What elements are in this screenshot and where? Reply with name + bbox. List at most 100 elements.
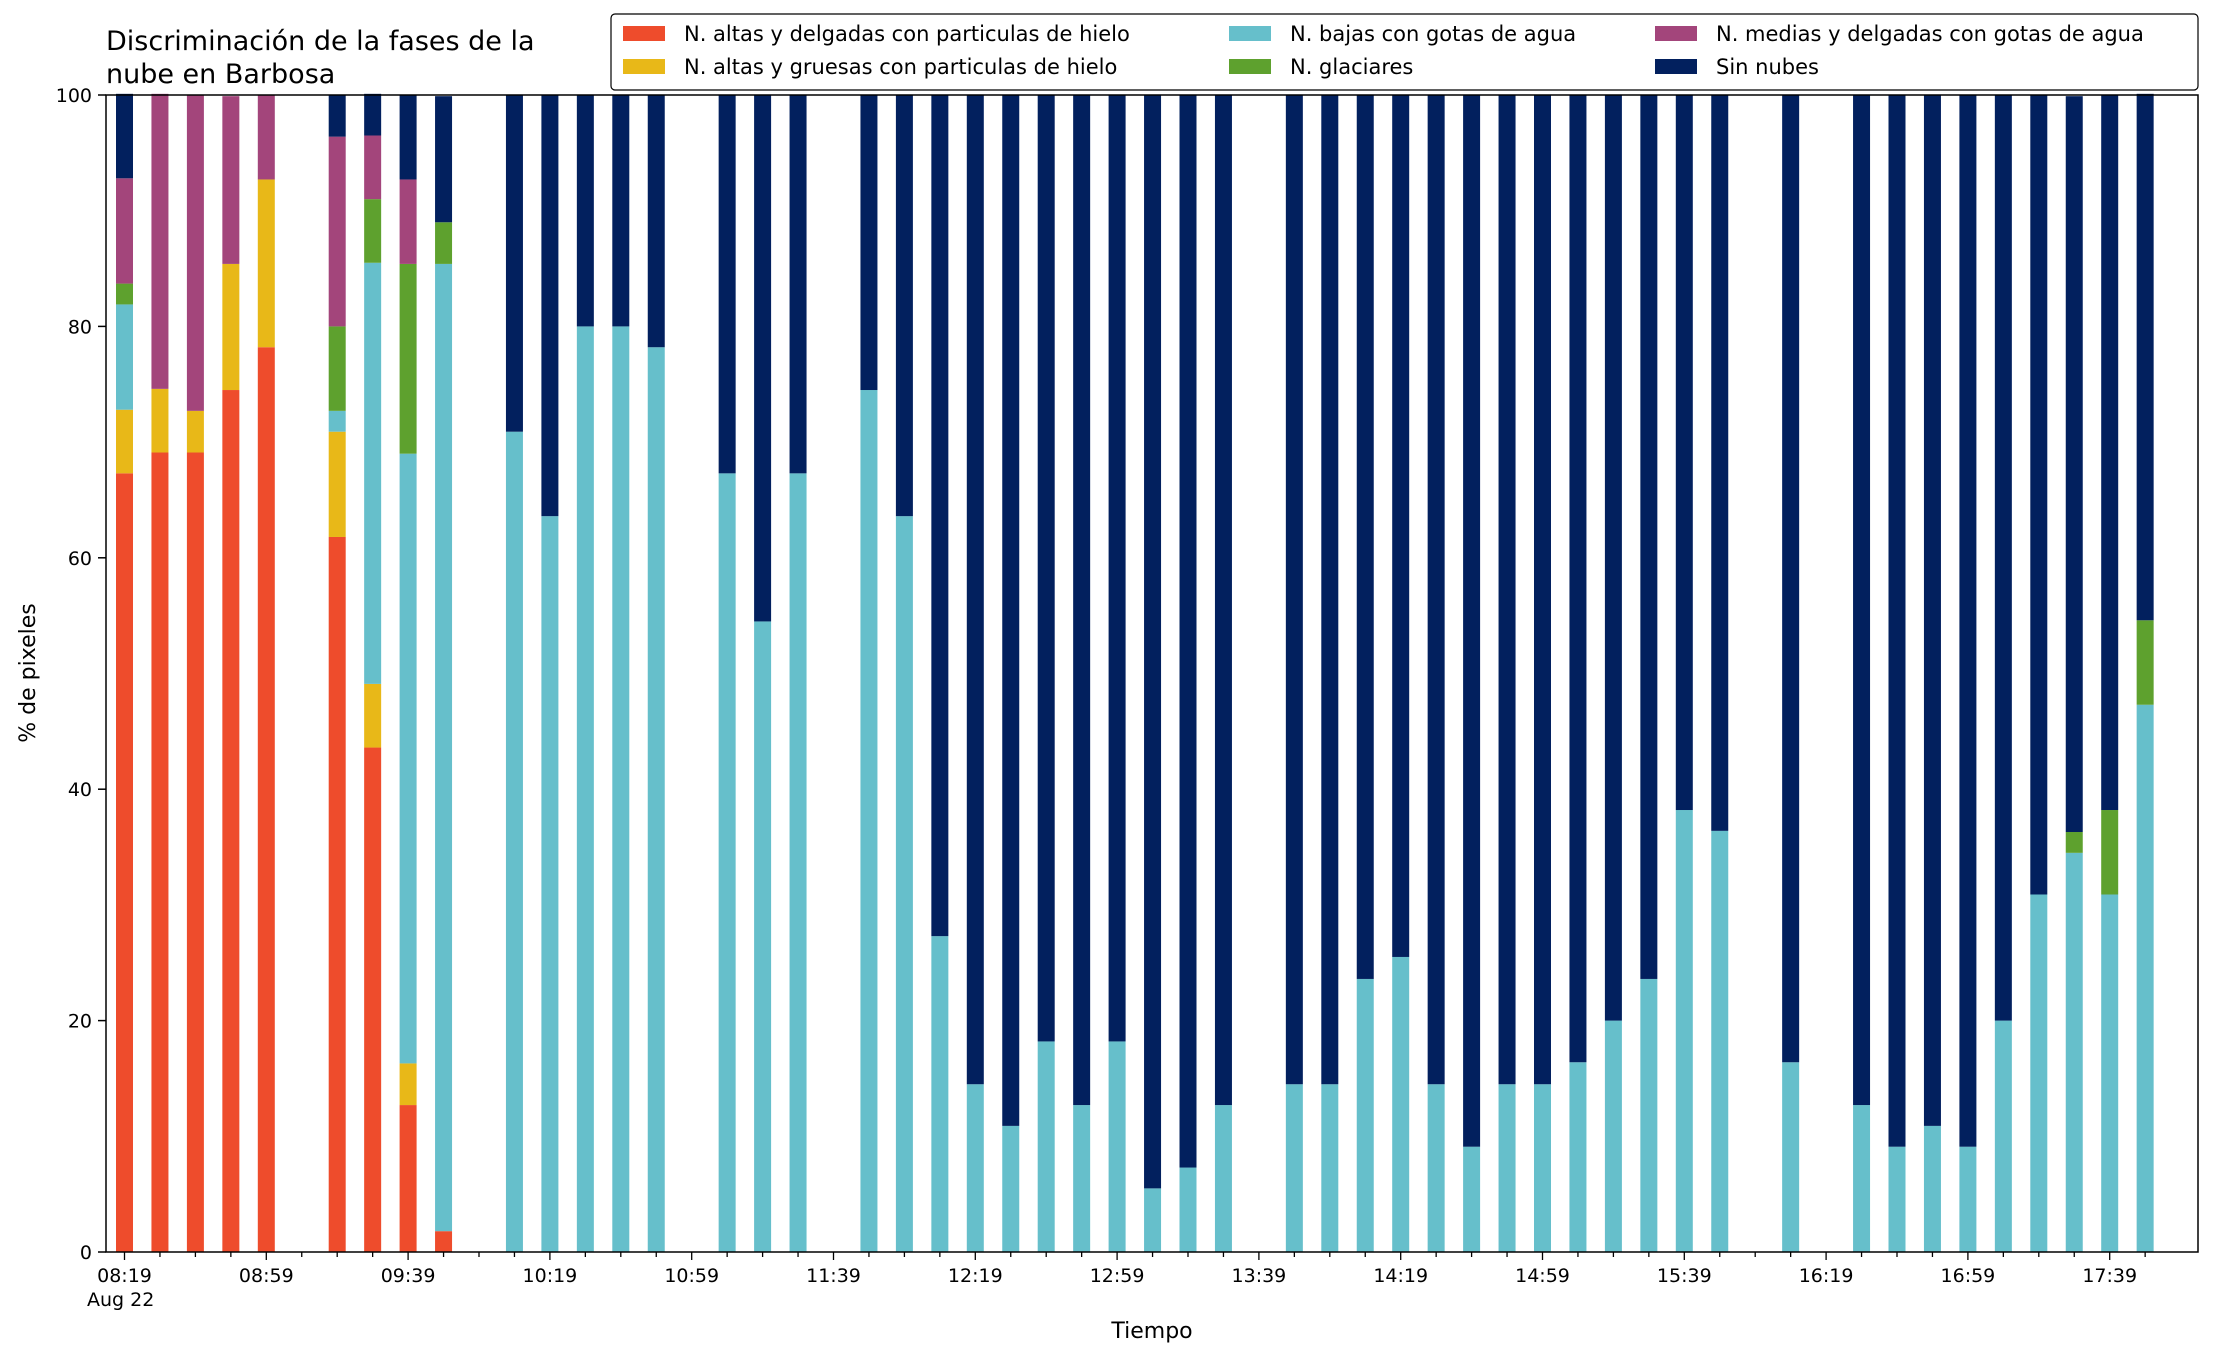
bar-segment-1-series-3 (116, 304, 133, 410)
bar-segment-3-series-5 (186, 95, 204, 411)
x-tick-label-1219: 12:19 (948, 1265, 1003, 1287)
bars-group (116, 93, 2154, 1253)
bar-segment-40-series-6 (1498, 95, 1516, 1085)
y-axis: 0 20 40 60 80 100 (56, 85, 106, 1264)
bar-segment-42-series-3 (1569, 1062, 1587, 1252)
bar-segment-10-series-3 (435, 263, 453, 1232)
y-tick-label-0: 0 (80, 1242, 92, 1264)
bar-segment-44-series-6 (1640, 95, 1658, 979)
bar-segment-43-series-3 (1604, 1020, 1622, 1252)
bar-segment-4-series-1 (222, 390, 240, 1252)
bar-segment-56-series-6 (2065, 96, 2083, 833)
bar-segment-9-series-4 (399, 263, 417, 454)
bar-segment-8-series-5 (364, 135, 382, 200)
bar-segment-58-series-4 (2136, 620, 2154, 705)
bar-segment-5-series-5 (257, 95, 275, 180)
bar-segment-1-series-2 (116, 409, 133, 474)
bar-segment-57-series-4 (2101, 810, 2119, 895)
bar-segment-9-series-5 (399, 179, 417, 264)
y-tick-label-40: 40 (68, 779, 92, 801)
x-tick-label-1059: 10:59 (664, 1265, 719, 1287)
bar-segment-54-series-3 (1994, 1020, 2012, 1252)
legend-swatch-6 (1655, 59, 1697, 74)
bar-segment-20-series-6 (789, 95, 807, 474)
bar-segment-26-series-6 (1002, 95, 1020, 1126)
bar-segment-57-series-6 (2101, 95, 2119, 811)
bar-segment-3-series-2 (186, 410, 204, 453)
x-tick-label-1019: 10:19 (523, 1265, 578, 1287)
bar-segment-48-series-3 (1782, 1062, 1800, 1252)
bar-segment-37-series-3 (1392, 956, 1410, 1252)
bar-segment-4-series-5 (222, 96, 240, 264)
bar-segment-58-series-3 (2136, 704, 2154, 1252)
bar-segment-25-series-6 (966, 95, 984, 1085)
bar-segment-1-series-1 (116, 473, 133, 1253)
legend-label-5: N. medias y delgadas con gotas de agua (1716, 22, 2144, 46)
legend-swatch-4 (1229, 59, 1271, 74)
bar-segment-36-series-3 (1356, 978, 1374, 1252)
bar-segment-41-series-3 (1534, 1084, 1551, 1252)
bar-segment-28-series-6 (1073, 95, 1091, 1106)
bar-segment-50-series-3 (1853, 1105, 1871, 1252)
bar-segment-38-series-3 (1427, 1084, 1445, 1252)
bar-segment-1-series-5 (116, 178, 133, 284)
x-tick-label-1259: 12:59 (1090, 1265, 1145, 1287)
legend-label-1: N. altas y delgadas con particulas de hi… (684, 22, 1130, 46)
bar-segment-31-series-3 (1179, 1167, 1197, 1252)
bar-segment-32-series-6 (1214, 95, 1232, 1106)
bar-segment-16-series-3 (647, 347, 665, 1253)
bar-segment-2-series-5 (151, 93, 169, 389)
bar-segment-20-series-3 (789, 473, 807, 1253)
bar-segment-10-series-1 (435, 1231, 453, 1252)
bar-segment-53-series-6 (1959, 95, 1977, 1147)
bar-segment-30-series-3 (1144, 1188, 1162, 1252)
bar-segment-7-series-2 (328, 431, 346, 537)
bar-segment-8-series-6 (364, 93, 382, 136)
bar-segment-45-series-3 (1675, 810, 1693, 1252)
bar-segment-38-series-6 (1427, 95, 1445, 1085)
bar-segment-23-series-6 (895, 95, 913, 517)
bar-segment-23-series-3 (895, 516, 913, 1252)
x-tick-label-1459: 14:59 (1515, 1265, 1570, 1287)
bar-segment-5-series-1 (257, 347, 275, 1253)
bar-segment-46-series-3 (1711, 830, 1729, 1252)
bar-segment-53-series-3 (1959, 1146, 1977, 1252)
bar-segment-31-series-6 (1179, 95, 1197, 1168)
bar-segment-19-series-6 (754, 95, 772, 622)
x-axis-date-label: Aug 22 (87, 1289, 154, 1311)
bar-segment-18-series-3 (718, 473, 736, 1253)
x-tick-label-1339: 13:39 (1232, 1265, 1287, 1287)
bar-segment-52-series-3 (1923, 1125, 1941, 1252)
bar-segment-25-series-3 (966, 1084, 984, 1252)
bar-segment-34-series-6 (1285, 95, 1303, 1085)
bar-segment-40-series-3 (1498, 1084, 1516, 1252)
bar-segment-7-series-6 (328, 95, 346, 137)
bar-segment-36-series-6 (1356, 95, 1374, 979)
bar-segment-27-series-6 (1037, 95, 1055, 1042)
legend-box (610, 13, 2199, 91)
bar-segment-8-series-2 (364, 683, 382, 748)
bar-segment-32-series-3 (1214, 1105, 1232, 1252)
bar-segment-12-series-3 (505, 431, 523, 1252)
bar-segment-10-series-6 (435, 96, 453, 223)
bar-segment-2-series-1 (151, 452, 169, 1252)
bar-segment-42-series-6 (1569, 95, 1587, 1063)
legend-swatch-1 (623, 26, 665, 41)
legend-label-4: N. glaciares (1290, 55, 1413, 79)
bar-segment-7-series-1 (328, 536, 346, 1252)
bar-segment-14-series-3 (576, 326, 594, 1252)
bar-segment-7-series-4 (328, 326, 346, 411)
bar-segment-22-series-3 (860, 390, 878, 1252)
bar-segment-29-series-3 (1108, 1041, 1126, 1252)
bar-segment-29-series-6 (1108, 95, 1126, 1042)
bar-segment-48-series-6 (1782, 95, 1800, 1063)
x-tick-label-1619: 16:19 (1799, 1265, 1854, 1287)
bar-segment-51-series-6 (1888, 95, 1906, 1147)
legend-label-3: N. bajas con gotas de agua (1290, 22, 1576, 46)
y-tick-label-20: 20 (68, 1011, 92, 1033)
bar-segment-26-series-3 (1002, 1125, 1020, 1252)
y-tick-label-60: 60 (68, 548, 92, 570)
bar-segment-35-series-6 (1321, 95, 1339, 1085)
y-axis-label: % de pixeles (16, 603, 41, 742)
